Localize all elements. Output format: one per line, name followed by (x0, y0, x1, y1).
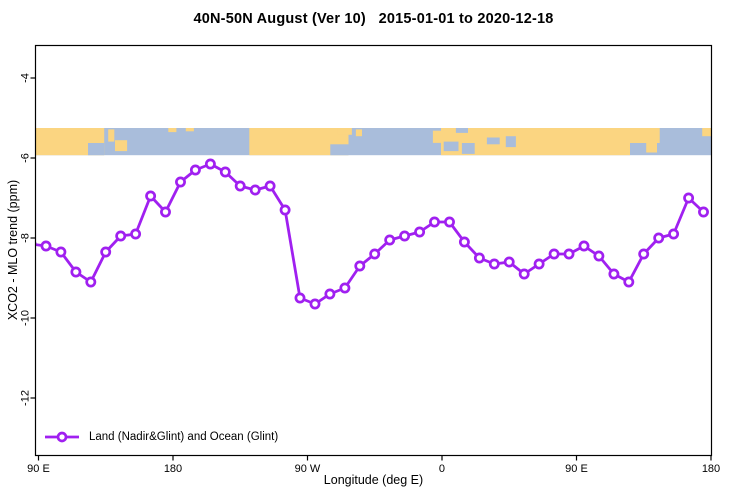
map-land-patch-japan-2 (646, 143, 657, 153)
data-point-marker (249, 184, 261, 196)
x-tick-label: 180 (702, 463, 720, 475)
data-point-marker (593, 250, 605, 262)
x-tick-label: 180 (164, 463, 182, 475)
data-point-marker (70, 266, 82, 278)
data-point-marker (578, 240, 590, 252)
data-point-marker (219, 166, 231, 178)
data-point-marker (668, 228, 680, 240)
data-point-marker (324, 288, 336, 300)
map-ocean-patch-caspian-sea (505, 136, 516, 148)
data-point-marker (683, 192, 695, 204)
map-land-patch-kamchatka (702, 128, 711, 137)
data-point-marker (145, 190, 157, 202)
map-ocean-patch-baltic (455, 128, 468, 133)
data-point-marker (279, 204, 291, 216)
data-point-marker (175, 176, 186, 188)
data-point-marker (160, 206, 171, 218)
data-point-marker (55, 246, 67, 258)
map-land-patch-aleutian-1 (168, 128, 177, 133)
data-point-marker (264, 180, 276, 192)
data-point-marker (339, 282, 351, 294)
y-tick-label: -12 (20, 390, 32, 406)
data-point-marker (384, 234, 396, 246)
data-point-marker (40, 240, 52, 252)
data-point-marker (548, 248, 560, 260)
data-point-marker (354, 260, 366, 272)
map-band (36, 128, 711, 156)
data-point-marker (698, 206, 709, 218)
x-tick-label: 90 E (565, 463, 588, 475)
map-land-patch-greenland-speck (355, 129, 362, 137)
map-ocean-patch-mediterranean-e (461, 143, 475, 154)
x-tick-label: 90 E (27, 463, 50, 475)
map-ocean-patch-black-sea (486, 137, 500, 145)
data-point-marker (518, 268, 530, 280)
map-land-patch-japan (115, 140, 128, 152)
data-point-marker (204, 158, 216, 170)
map-land-patch-uk (432, 130, 441, 143)
data-point-marker (115, 230, 127, 242)
data-line (35, 162, 705, 306)
data-point-marker (294, 292, 306, 304)
plot-border (34, 44, 713, 457)
map-land-patch-asia-ne (630, 128, 660, 143)
data-point-marker (100, 246, 112, 258)
data-point-marker (638, 248, 650, 260)
legend-label: Land (Nadir&Glint) and Ocean (Glint) (89, 431, 279, 443)
y-tick-label: -10 (20, 310, 32, 326)
data-point-marker (399, 230, 411, 242)
data-point-marker (503, 256, 515, 268)
legend-open-circle-marker (56, 431, 68, 443)
data-point-marker (369, 248, 381, 260)
data-point-marker (234, 180, 246, 192)
map-land-patch-newfoundland (337, 128, 352, 135)
map-land-patch-aleutian-2 (185, 128, 194, 132)
data-point-marker (623, 276, 635, 288)
data-point-marker (444, 216, 455, 228)
data-point-marker (85, 276, 97, 288)
data-point-marker (189, 164, 201, 176)
legend: Land (Nadir&Glint) and Ocean (Glint) (44, 430, 278, 444)
data-point-marker (130, 228, 142, 240)
x-tick-label: 0 (439, 463, 445, 475)
data-point-marker (533, 258, 545, 270)
map-ocean-patch-yellow-sea (88, 143, 105, 156)
data-point-marker (458, 236, 470, 248)
data-series (35, 158, 709, 310)
map-ocean-patch-atlantic-notch (330, 144, 349, 156)
x-tick-label: 90 W (295, 463, 321, 475)
data-point-marker (488, 258, 500, 270)
legend-line-marker-symbol (45, 431, 79, 443)
data-point-marker (429, 216, 440, 228)
data-point-marker (473, 252, 485, 264)
y-axis-label: XCO2 - MLO trend (ppm) (6, 179, 20, 321)
y-tick-label: -6 (20, 153, 32, 163)
data-point-marker (563, 248, 575, 260)
data-point-marker (309, 298, 321, 310)
data-point-marker (608, 268, 620, 280)
map-land-patch-sakhalin (108, 129, 115, 142)
data-point-marker (653, 232, 665, 244)
y-tick-label: -8 (20, 233, 32, 243)
chart-title: 40N-50N August (Ver 10) 2015-01-01 to 20… (193, 11, 554, 27)
y-tick-label: -4 (20, 73, 32, 83)
map-ocean-patch-mediterranean-w (443, 141, 459, 152)
data-point-marker (414, 226, 426, 238)
x-axis-label: Longitude (deg E) (323, 473, 424, 487)
